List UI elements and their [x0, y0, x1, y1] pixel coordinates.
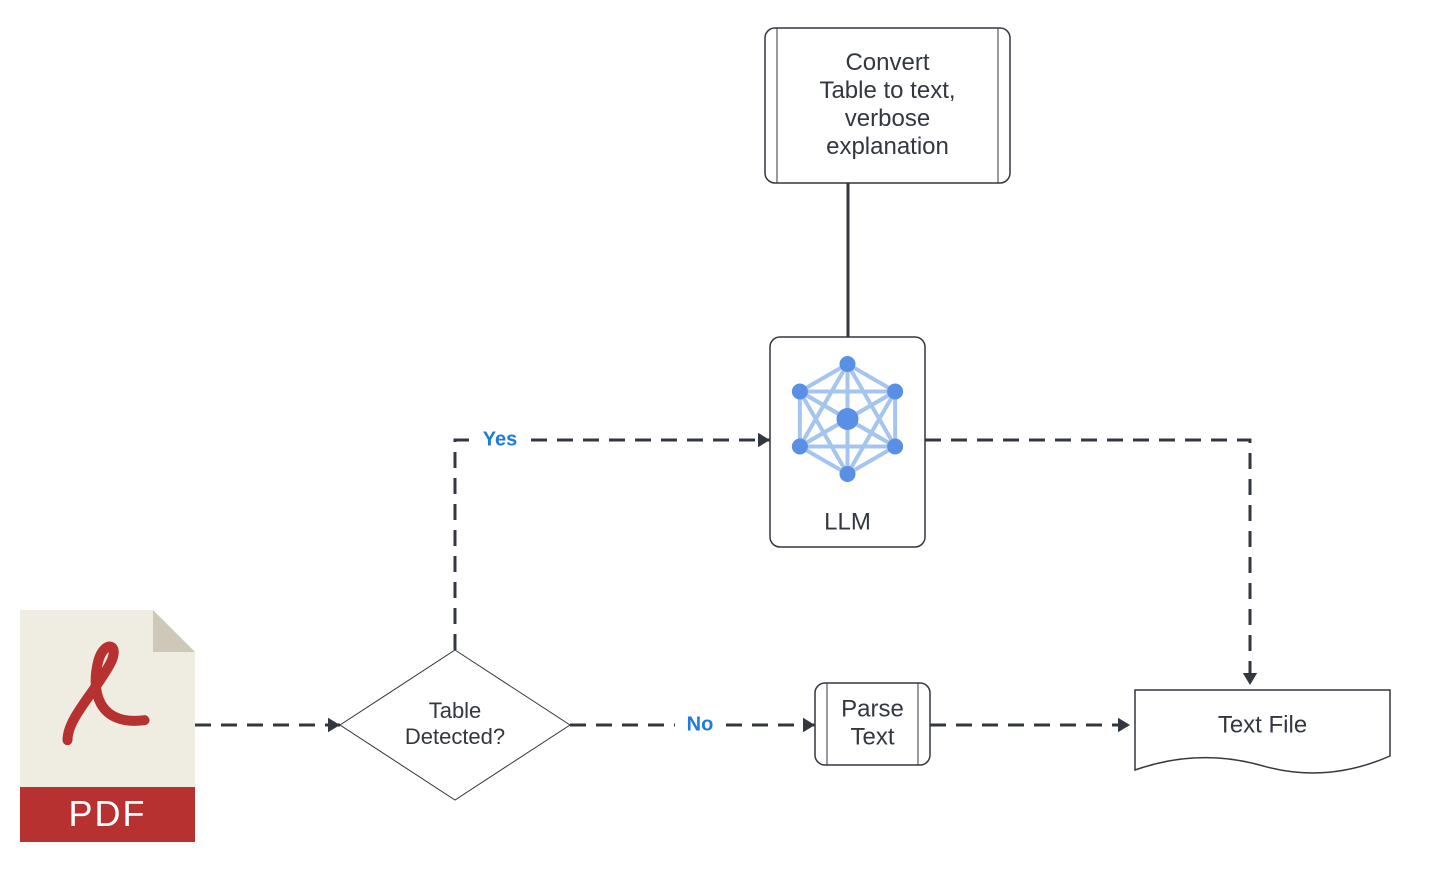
node-label: explanation [826, 133, 949, 160]
node-parse: ParseText [815, 683, 930, 765]
node-convert: ConvertTable to text,verboseexplanation [765, 28, 1010, 183]
node-pdf: PDF [20, 610, 195, 842]
edge-label: No [687, 713, 714, 735]
edge-llm-to-textfile [925, 440, 1257, 685]
node-label: verbose [845, 105, 930, 132]
node-llm: LLM [770, 337, 925, 547]
node-label: Detected? [405, 724, 505, 749]
node-label: Convert [845, 49, 929, 76]
edge-decision-yes: Yes [455, 426, 770, 650]
node-label: Text [850, 723, 894, 750]
node-textfile: Text File [1135, 690, 1390, 773]
node-decision: TableDetected? [340, 650, 570, 800]
node-label: LLM [824, 508, 871, 535]
pdf-label: PDF [69, 793, 147, 834]
node-label: Table [429, 698, 482, 723]
edge-pdf-to-decision [195, 718, 340, 732]
network-icon [837, 408, 859, 430]
edge-parse-to-textfile [930, 718, 1130, 732]
edge-label: Yes [483, 428, 517, 450]
node-label: Parse [841, 695, 904, 722]
node-label: Text File [1218, 711, 1307, 738]
edges-layer: No Yes [195, 183, 1257, 739]
node-label: Table to text, [819, 77, 955, 104]
edge-decision-no: No [570, 711, 815, 739]
